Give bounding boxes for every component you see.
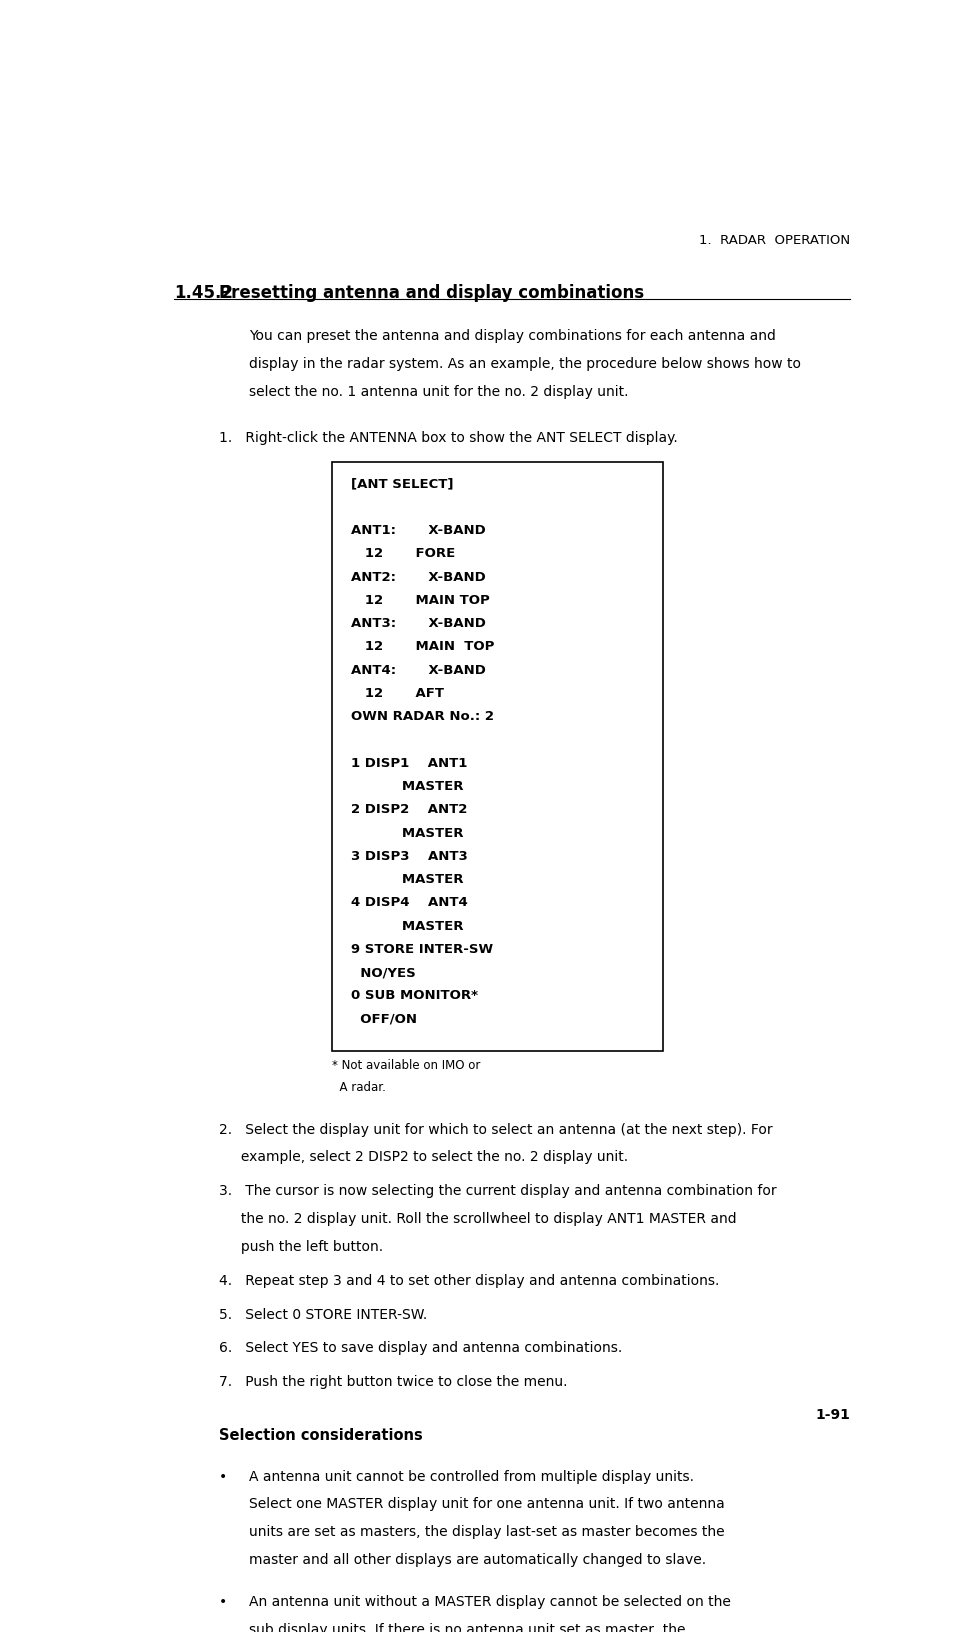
Text: MASTER: MASTER	[350, 919, 462, 932]
Text: display in the radar system. As an example, the procedure below shows how to: display in the radar system. As an examp…	[249, 357, 800, 370]
Text: Presetting antenna and display combinations: Presetting antenna and display combinati…	[219, 284, 643, 302]
Text: •: •	[219, 1469, 227, 1483]
Text: select the no. 1 antenna unit for the no. 2 display unit.: select the no. 1 antenna unit for the no…	[249, 385, 628, 398]
Text: OFF/ON: OFF/ON	[350, 1012, 416, 1025]
Text: 6.   Select YES to save display and antenna combinations.: 6. Select YES to save display and antenn…	[219, 1340, 621, 1355]
Text: A radar.: A radar.	[331, 1080, 386, 1093]
Text: 2.   Select the display unit for which to select an antenna (at the next step). : 2. Select the display unit for which to …	[219, 1121, 771, 1136]
Text: 12       AFT: 12 AFT	[350, 687, 443, 700]
Text: 1.  RADAR  OPERATION: 1. RADAR OPERATION	[699, 233, 850, 246]
Text: MASTER: MASTER	[350, 873, 462, 886]
Text: You can preset the antenna and display combinations for each antenna and: You can preset the antenna and display c…	[249, 330, 775, 343]
Text: An antenna unit without a MASTER display cannot be selected on the: An antenna unit without a MASTER display…	[249, 1594, 731, 1609]
Text: master and all other displays are automatically changed to slave.: master and all other displays are automa…	[249, 1552, 705, 1565]
Text: Select one MASTER display unit for one antenna unit. If two antenna: Select one MASTER display unit for one a…	[249, 1497, 724, 1511]
Text: ANT4:       X-BAND: ANT4: X-BAND	[350, 663, 484, 676]
Text: 2 DISP2    ANT2: 2 DISP2 ANT2	[350, 803, 466, 816]
Text: 1.45.2: 1.45.2	[173, 284, 233, 302]
Text: 1-91: 1-91	[815, 1407, 850, 1421]
Text: the no. 2 display unit. Roll the scrollwheel to display ANT1 MASTER and: the no. 2 display unit. Roll the scrollw…	[219, 1211, 735, 1226]
Text: ANT1:       X-BAND: ANT1: X-BAND	[350, 524, 484, 537]
Text: •: •	[219, 1594, 227, 1609]
Text: [ANT SELECT]: [ANT SELECT]	[350, 477, 453, 490]
Text: 12       MAIN TOP: 12 MAIN TOP	[350, 594, 488, 607]
Text: 3.   The cursor is now selecting the current display and antenna combination for: 3. The cursor is now selecting the curre…	[219, 1183, 776, 1198]
Text: OWN RADAR No.: 2: OWN RADAR No.: 2	[350, 710, 493, 723]
Text: 3 DISP3    ANT3: 3 DISP3 ANT3	[350, 849, 467, 862]
Text: units are set as masters, the display last-set as master becomes the: units are set as masters, the display la…	[249, 1524, 724, 1537]
Text: ANT3:       X-BAND: ANT3: X-BAND	[350, 617, 484, 630]
Text: 4 DISP4    ANT4: 4 DISP4 ANT4	[350, 896, 467, 909]
Text: 1.   Right-click the ANTENNA box to show the ANT SELECT display.: 1. Right-click the ANTENNA box to show t…	[219, 431, 677, 446]
Text: * Not available on IMO or: * Not available on IMO or	[331, 1058, 480, 1071]
Text: MASTER: MASTER	[350, 826, 462, 839]
Text: 1 DISP1    ANT1: 1 DISP1 ANT1	[350, 756, 466, 769]
Text: 9 STORE INTER-SW: 9 STORE INTER-SW	[350, 942, 492, 955]
Text: NO/YES: NO/YES	[350, 966, 415, 979]
Text: push the left button.: push the left button.	[219, 1239, 383, 1253]
Text: 12       MAIN  TOP: 12 MAIN TOP	[350, 640, 493, 653]
Text: sub display units. If there is no antenna unit set as master, the: sub display units. If there is no antenn…	[249, 1622, 685, 1632]
Text: Selection considerations: Selection considerations	[219, 1428, 422, 1443]
Text: ANT2:       X-BAND: ANT2: X-BAND	[350, 570, 484, 583]
Text: 0 SUB MONITOR*: 0 SUB MONITOR*	[350, 989, 477, 1002]
Bar	[331, 462, 662, 1051]
Text: example, select 2 DISP2 to select the no. 2 display unit.: example, select 2 DISP2 to select the no…	[219, 1149, 628, 1164]
Text: A antenna unit cannot be controlled from multiple display units.: A antenna unit cannot be controlled from…	[249, 1469, 694, 1483]
Text: 5.   Select 0 STORE INTER-SW.: 5. Select 0 STORE INTER-SW.	[219, 1307, 426, 1320]
Text: 7.   Push the right button twice to close the menu.: 7. Push the right button twice to close …	[219, 1374, 567, 1389]
Text: MASTER: MASTER	[350, 780, 462, 793]
Text: 4.   Repeat step 3 and 4 to set other display and antenna combinations.: 4. Repeat step 3 and 4 to set other disp…	[219, 1273, 719, 1286]
Text: 12       FORE: 12 FORE	[350, 547, 454, 560]
